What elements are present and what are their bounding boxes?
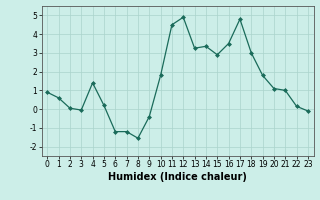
X-axis label: Humidex (Indice chaleur): Humidex (Indice chaleur) (108, 172, 247, 182)
